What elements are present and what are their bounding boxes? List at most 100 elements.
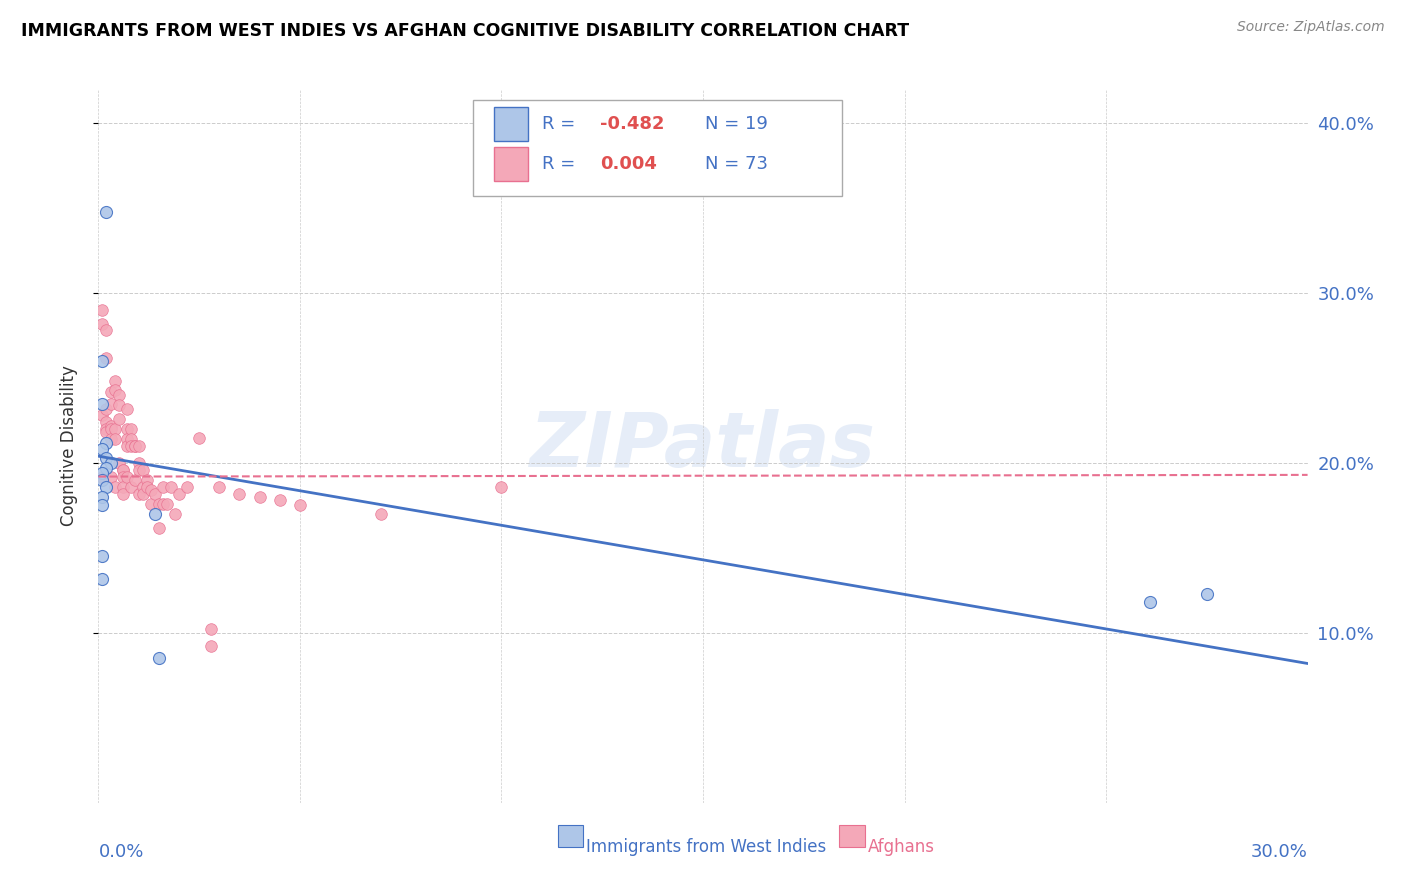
Point [111, 463, 134, 477]
Point [100, 456, 122, 470]
Point [200, 640, 222, 654]
Text: N = 73: N = 73 [706, 155, 769, 173]
Point [124, 439, 146, 453]
Point [249, 490, 271, 504]
Point [120, 422, 142, 436]
Point [96, 415, 118, 429]
Point [96, 422, 118, 436]
Point [100, 418, 122, 433]
Point [132, 480, 155, 494]
Point [91, 466, 114, 480]
Point [91, 317, 114, 331]
Point [370, 507, 392, 521]
Text: R =: R = [543, 115, 581, 133]
Point [103, 375, 125, 389]
Point [120, 432, 142, 446]
Point [91, 409, 114, 423]
Point [269, 493, 291, 508]
Point [135, 480, 157, 494]
Text: R =: R = [543, 155, 581, 173]
Point [139, 483, 162, 498]
Point [128, 456, 150, 470]
Text: Immigrants from West Indies: Immigrants from West Indies [586, 838, 827, 856]
Point [160, 480, 183, 494]
FancyBboxPatch shape [474, 100, 842, 196]
Text: 0.0%: 0.0% [98, 843, 143, 861]
Point [96, 323, 118, 337]
Point [91, 354, 114, 368]
Point [91, 572, 114, 586]
Bar [494, 107, 527, 141]
Point [152, 497, 174, 511]
Point [135, 473, 157, 487]
Text: N = 19: N = 19 [706, 115, 768, 133]
Point [96, 401, 118, 416]
Point [124, 473, 146, 487]
Point [152, 480, 174, 494]
Point [107, 388, 129, 402]
Point [148, 520, 170, 534]
Point [148, 497, 170, 511]
Point [200, 623, 222, 637]
Point [139, 497, 162, 511]
Point [208, 480, 231, 494]
Point [115, 422, 138, 436]
Point [100, 422, 122, 436]
Point [111, 469, 134, 483]
Point [188, 430, 211, 444]
Point [120, 480, 142, 494]
Point [115, 439, 138, 453]
Point [156, 497, 179, 511]
Point [115, 432, 138, 446]
Point [1139, 595, 1161, 609]
Point [91, 469, 114, 483]
Point [103, 383, 125, 397]
Point [91, 303, 114, 318]
Text: -0.482: -0.482 [600, 115, 665, 133]
Point [111, 486, 134, 500]
Point [228, 486, 250, 500]
Point [96, 351, 118, 365]
Point [103, 480, 125, 494]
Point [91, 396, 114, 410]
Point [107, 412, 129, 426]
Point [128, 486, 150, 500]
Point [91, 490, 114, 504]
Point [100, 432, 122, 446]
Point [124, 439, 146, 453]
Point [96, 204, 118, 219]
Point [100, 384, 122, 399]
Point [128, 439, 150, 453]
Point [167, 486, 190, 500]
Text: 0.004: 0.004 [600, 155, 657, 173]
Point [100, 469, 122, 483]
Point [103, 432, 125, 446]
Text: Afghans: Afghans [868, 838, 935, 856]
Point [491, 480, 513, 494]
Point [143, 486, 166, 500]
Point [148, 651, 170, 665]
Point [132, 486, 155, 500]
Point [96, 461, 118, 475]
Point [1195, 587, 1218, 601]
Point [111, 480, 134, 494]
Y-axis label: Cognitive Disability: Cognitive Disability [59, 366, 77, 526]
Point [96, 480, 118, 494]
Point [91, 549, 114, 564]
Point [96, 450, 118, 465]
Point [115, 401, 138, 416]
Point [163, 507, 186, 521]
Bar [494, 147, 527, 181]
Text: 30.0%: 30.0% [1251, 843, 1308, 861]
Point [128, 463, 150, 477]
Point [176, 480, 198, 494]
Point [91, 473, 114, 487]
Text: ZIPatlas: ZIPatlas [530, 409, 876, 483]
Point [96, 425, 118, 440]
Point [96, 435, 118, 450]
Point [120, 439, 142, 453]
Point [132, 463, 155, 477]
Point [91, 442, 114, 457]
Text: Source: ZipAtlas.com: Source: ZipAtlas.com [1237, 20, 1385, 34]
Point [107, 456, 129, 470]
